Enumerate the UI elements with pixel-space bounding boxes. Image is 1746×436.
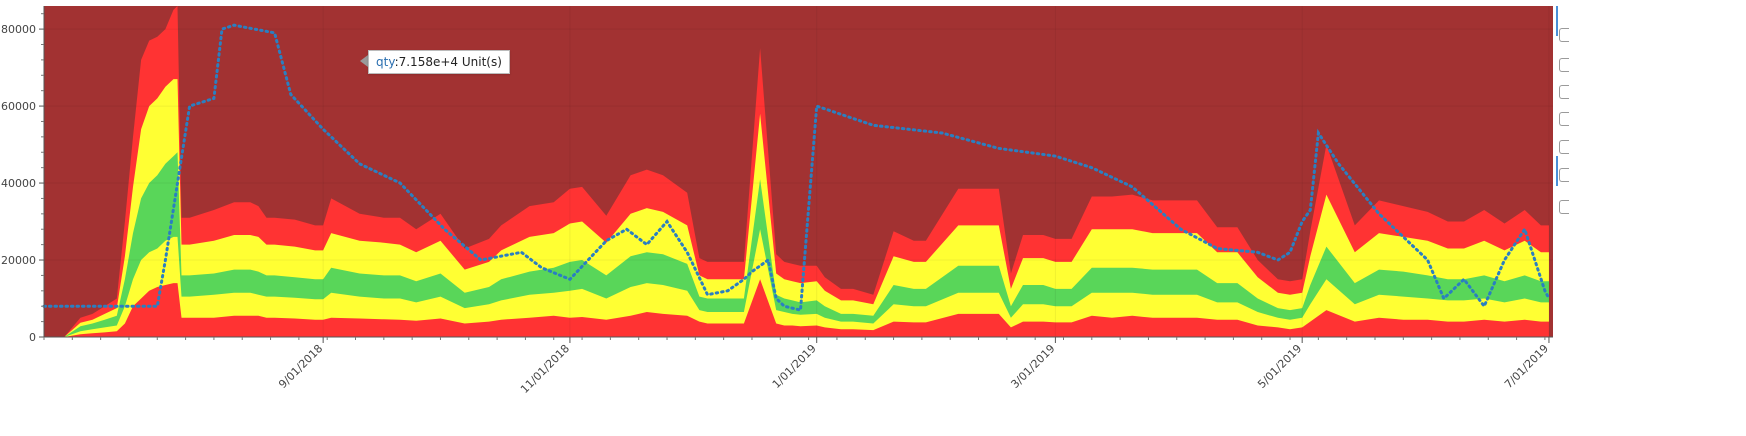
hover-icon[interactable] xyxy=(1559,168,1569,182)
toolbar xyxy=(1554,0,1569,432)
help-icon[interactable] xyxy=(1559,200,1569,214)
band-area-3 xyxy=(64,152,1550,337)
active-tool-indicator xyxy=(1556,6,1558,36)
x-tick-label: 11/01/2018 xyxy=(518,342,572,396)
x-tick-label: 7/01/2019 xyxy=(1502,342,1551,391)
band-area-1 xyxy=(64,279,1550,337)
band-area-2 xyxy=(64,229,1550,337)
y-tick-label: 0 xyxy=(29,331,36,344)
box-zoom-icon[interactable] xyxy=(1559,58,1569,72)
active-tool-indicator xyxy=(1556,156,1558,186)
x-tick-label: 3/01/2019 xyxy=(1008,342,1057,391)
y-tick-label: 40000 xyxy=(1,177,36,190)
save-icon[interactable] xyxy=(1559,112,1569,126)
x-tick-label: 5/01/2019 xyxy=(1255,342,1304,391)
y-tick-label: 80000 xyxy=(1,23,36,36)
pan-icon[interactable] xyxy=(1559,28,1569,42)
tooltip-arrow xyxy=(360,55,368,67)
y-tick-label: 20000 xyxy=(1,254,36,267)
wheel-zoom-icon[interactable] xyxy=(1559,85,1569,99)
x-tick-label: 9/01/2018 xyxy=(276,342,325,391)
y-tick-label: 60000 xyxy=(1,100,36,113)
hover-tooltip: qty:7.158e+4 Unit(s) xyxy=(368,50,510,74)
reset-icon[interactable] xyxy=(1559,140,1569,154)
tooltip-value: :7.158e+4 Unit(s) xyxy=(394,55,502,69)
tooltip-key: qty xyxy=(376,55,395,69)
x-tick-label: 1/01/2019 xyxy=(770,342,819,391)
qty-line xyxy=(42,23,1551,312)
